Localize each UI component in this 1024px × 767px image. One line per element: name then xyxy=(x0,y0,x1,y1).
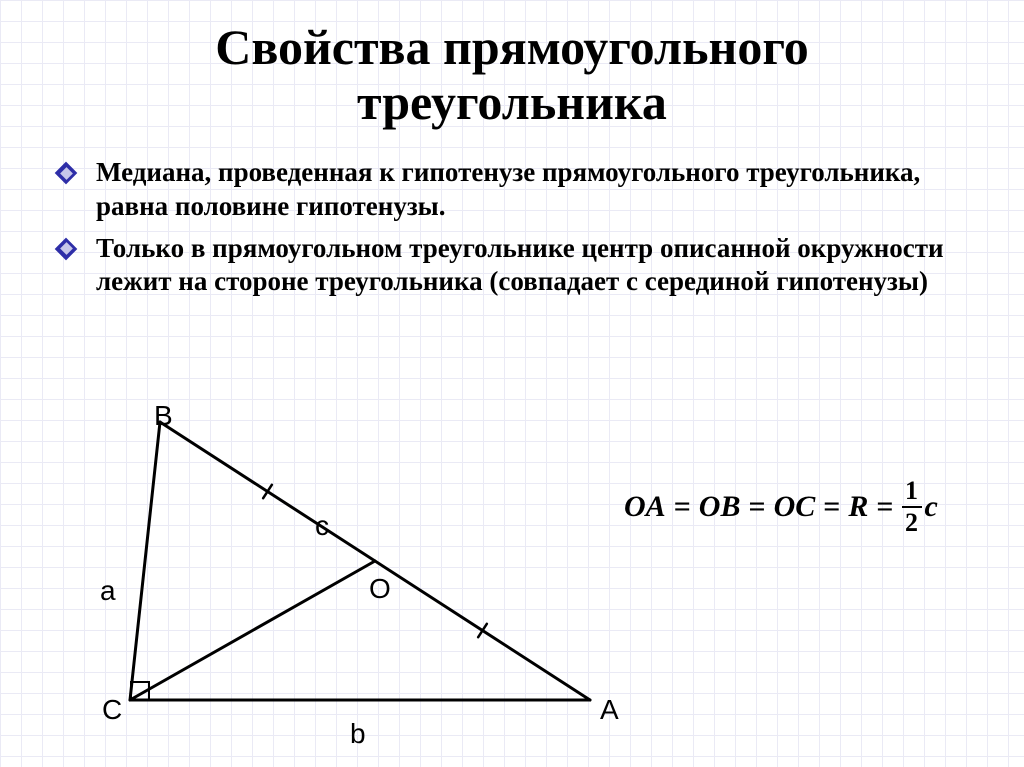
triangle-svg xyxy=(70,400,630,740)
page-title: Свойства прямоугольного треугольника xyxy=(48,20,976,130)
diagram-label: C xyxy=(102,694,122,726)
diagram-label: A xyxy=(600,694,619,726)
bullet-list: Медиана, проведенная к гипотенузе прямоу… xyxy=(48,156,976,299)
diagram-label: c xyxy=(315,510,329,542)
eq-eq1: = xyxy=(674,490,691,524)
diamond-bullet-icon xyxy=(56,163,76,183)
eq-ob: OB xyxy=(699,490,741,524)
title-line-2: треугольника xyxy=(357,74,667,130)
list-item: Медиана, проведенная к гипотенузе прямоу… xyxy=(56,156,968,224)
diagram-label: B xyxy=(154,400,173,432)
diamond-bullet-icon xyxy=(56,239,76,259)
eq-oc: OC xyxy=(774,490,816,524)
eq-c: c xyxy=(925,490,938,524)
eq-eq3: = xyxy=(823,490,840,524)
frac-denominator: 2 xyxy=(905,510,918,536)
eq-oa: OA xyxy=(624,490,666,524)
eq-eq4: = xyxy=(876,490,893,524)
diagram-label: b xyxy=(350,718,366,750)
diagram-label: O xyxy=(369,573,391,605)
eq-r: R xyxy=(848,490,868,524)
list-item: Только в прямоугольном треугольнике цент… xyxy=(56,232,968,300)
title-line-1: Свойства прямоугольного xyxy=(215,19,809,75)
diagram-label: a xyxy=(100,575,116,607)
median-equation: OA = OB = OC = R = 1 2 c xyxy=(620,478,938,536)
fraction-one-half: 1 2 xyxy=(902,478,922,536)
bullet-text: Медиана, проведенная к гипотенузе прямоу… xyxy=(96,156,968,224)
bullet-text: Только в прямоугольном треугольнике цент… xyxy=(96,232,968,300)
triangle-diagram: CBAOabc xyxy=(70,400,970,740)
eq-eq2: = xyxy=(748,490,765,524)
frac-numerator: 1 xyxy=(905,478,918,504)
